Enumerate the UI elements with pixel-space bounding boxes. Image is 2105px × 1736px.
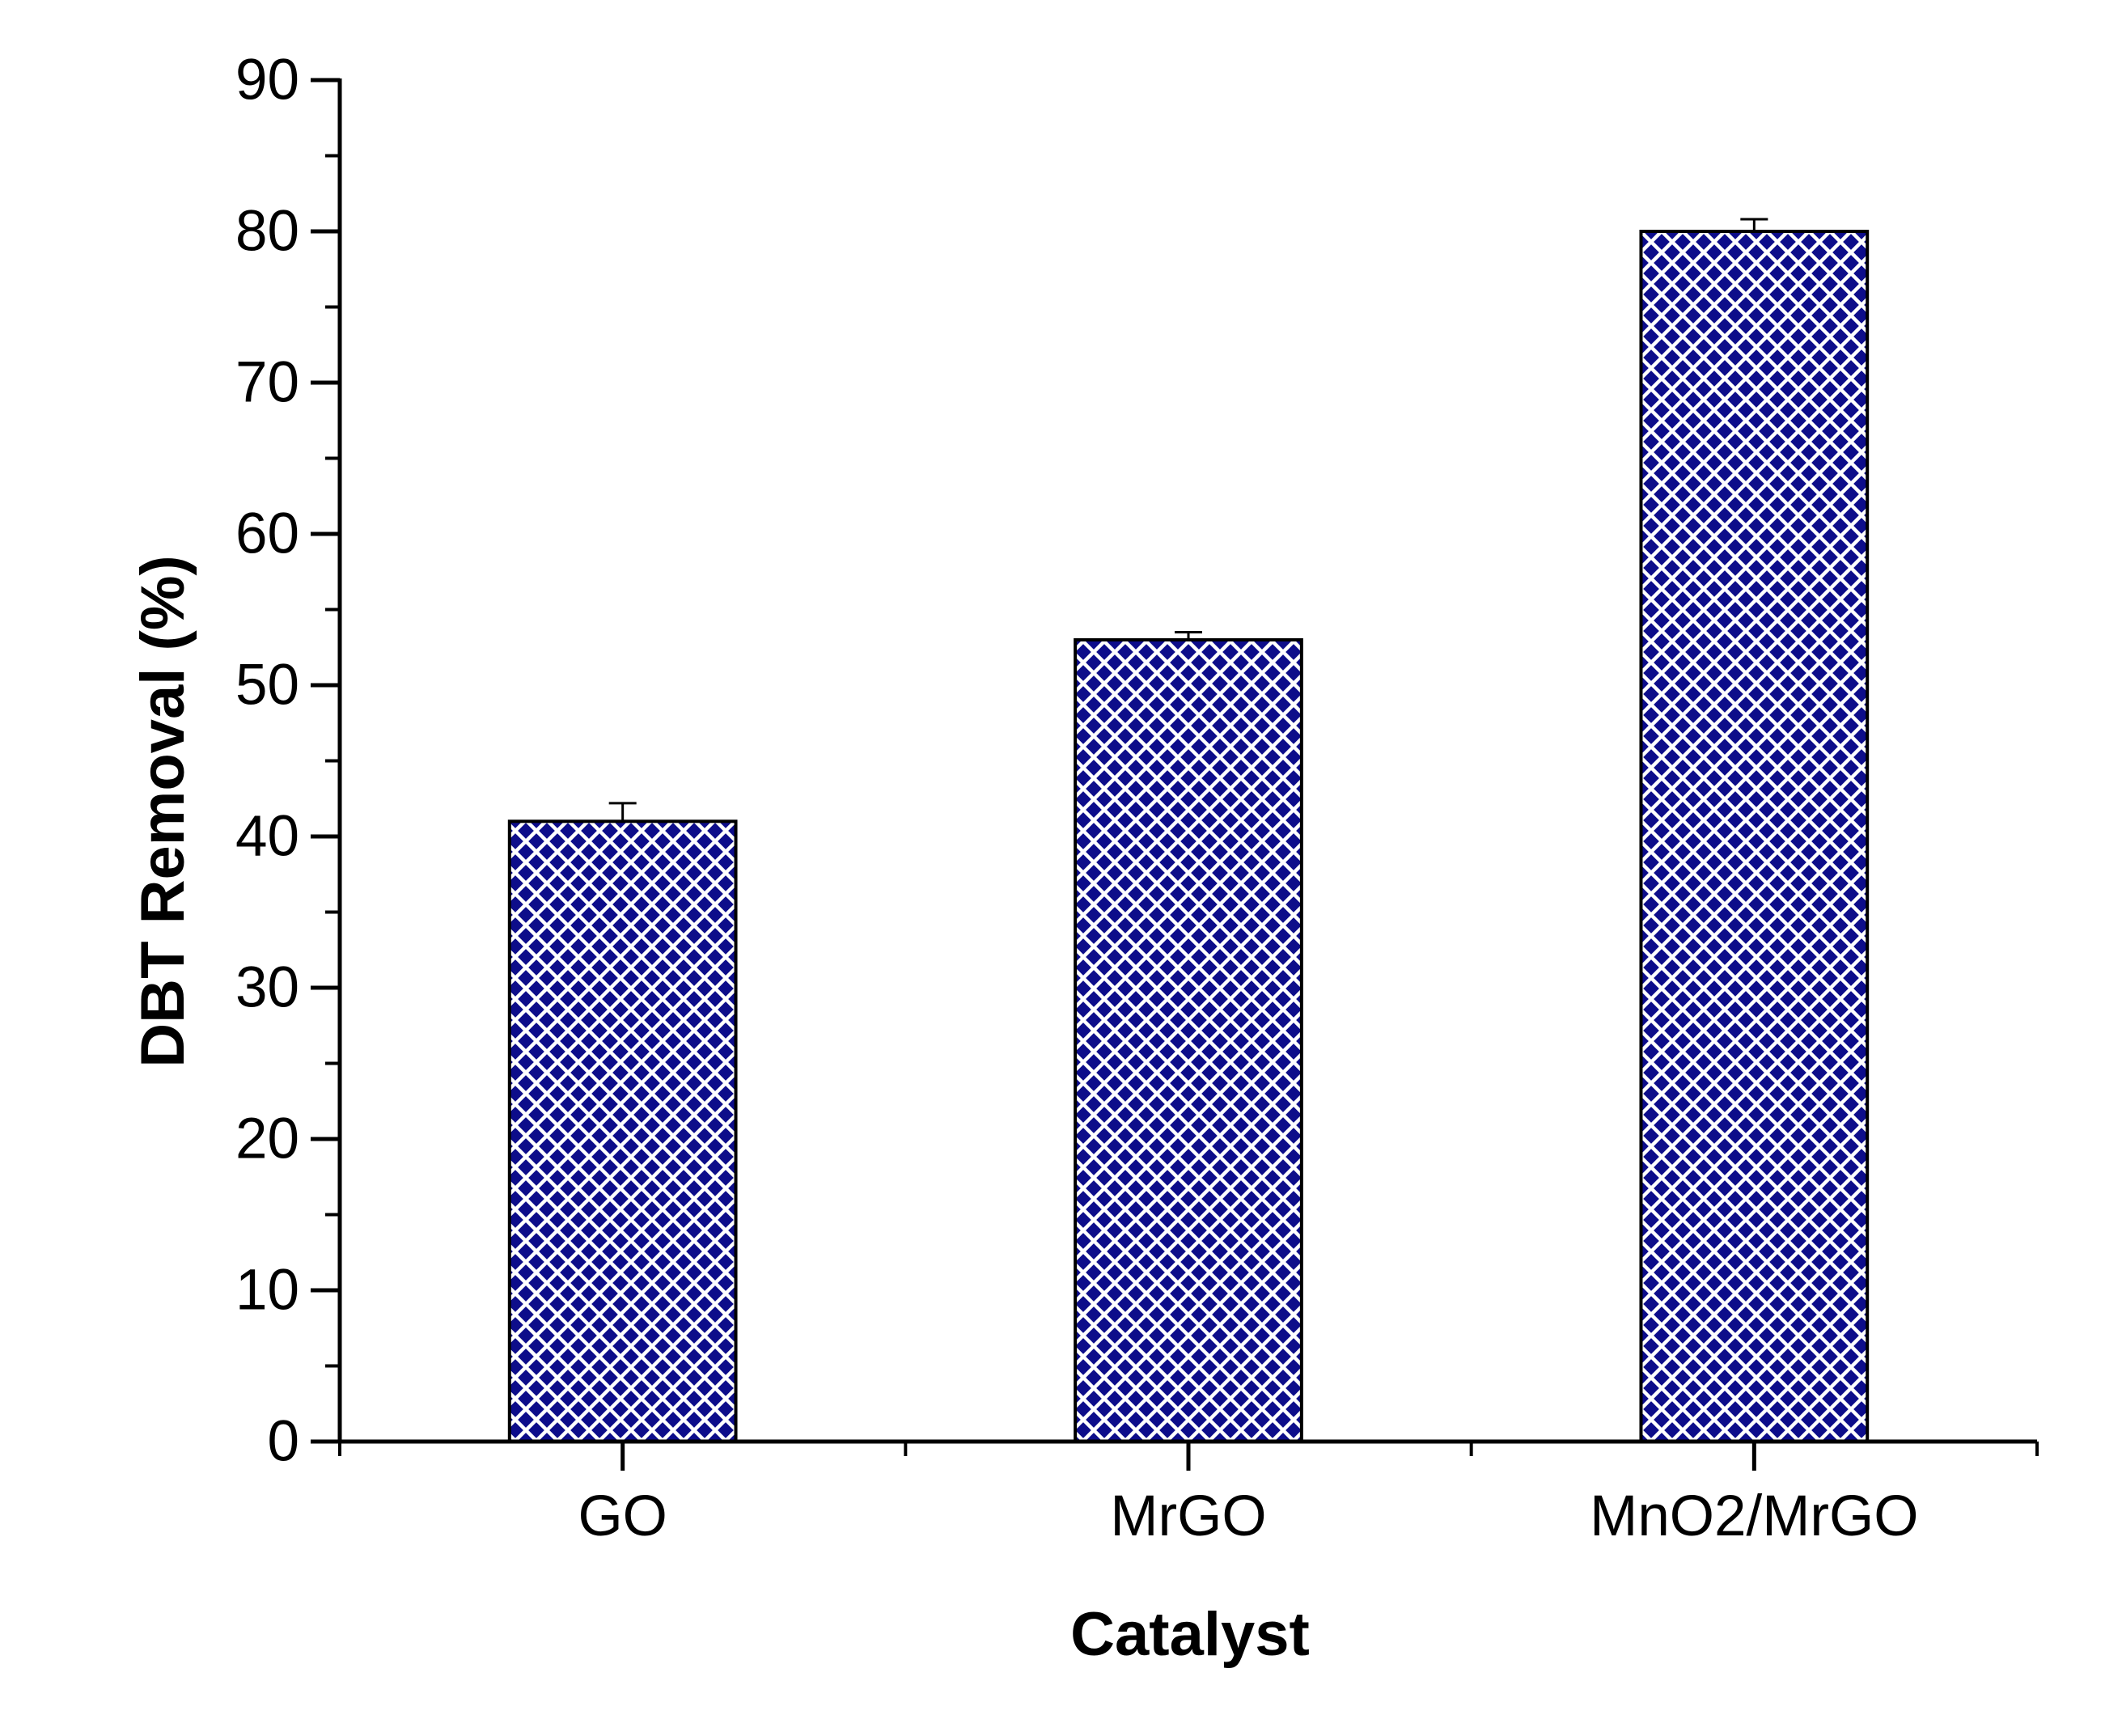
labels-layer: 0 10 20 30 40 50 60 70 80 90 GO MrGO MnO2/MrGO	[235, 49, 1918, 1549]
x-axis-title: Catalyst	[1070, 1600, 1310, 1669]
bar-mrgo	[1074, 637, 1303, 1443]
y-tick-label: 50	[235, 654, 299, 718]
axes-layer	[311, 78, 2039, 1471]
y-tick-label: 70	[235, 351, 299, 415]
y-tick-label: 10	[235, 1259, 299, 1323]
x-tick-label: MnO2/MrGO	[1590, 1484, 1918, 1548]
x-tick-label: MrGO	[1110, 1484, 1266, 1548]
y-tick-label: 0	[268, 1410, 300, 1474]
y-tick-label: 80	[235, 200, 299, 264]
error-bars-layer	[608, 218, 1768, 822]
y-axis-title: DBT Removal (%)	[129, 555, 197, 1067]
bars-layer	[507, 230, 1870, 1443]
y-tick-label: 30	[235, 956, 299, 1020]
bar-go	[507, 819, 738, 1443]
y-tick-label: 20	[235, 1107, 299, 1171]
x-tick-label: GO	[578, 1484, 667, 1548]
y-tick-label: 60	[235, 502, 299, 566]
bar-mno2-mrgo	[1639, 230, 1870, 1443]
y-tick-label: 90	[235, 49, 299, 112]
y-tick-label: 40	[235, 805, 299, 869]
